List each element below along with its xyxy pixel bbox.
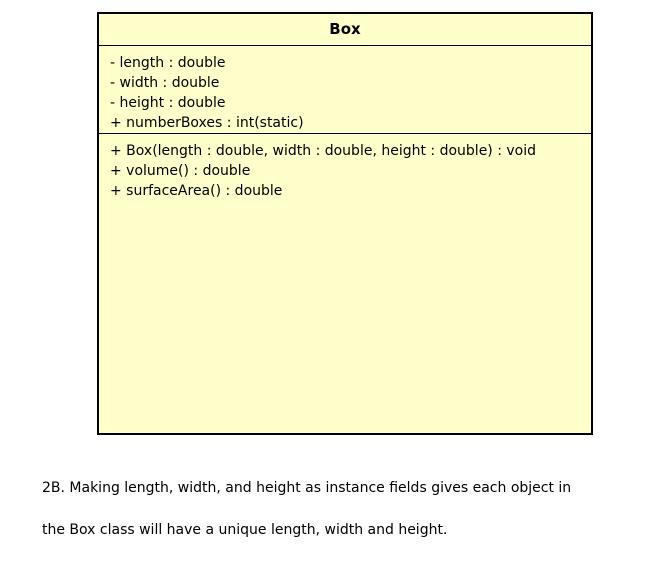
class-name: Box <box>99 14 591 46</box>
operation-volume: + volume() : double <box>110 163 251 179</box>
operation-constructor: + Box(length : double, width : double, h… <box>110 143 537 159</box>
attribute-width: - width : double <box>110 75 220 91</box>
caption-line-1: 2B. Making length, width, and height as … <box>42 480 572 496</box>
caption-text: 2B. Making length, width, and height as … <box>42 457 602 562</box>
caption-line-2: the Box class will have a unique length,… <box>42 522 448 538</box>
operations-compartment: + Box(length : double, width : double, h… <box>99 134 591 201</box>
attribute-height: - height : double <box>110 95 226 111</box>
operation-surface-area: + surfaceArea() : double <box>110 183 283 199</box>
uml-class-box[interactable]: Box - length : double - width : double -… <box>97 12 593 435</box>
attribute-length: - length : double <box>110 55 226 71</box>
attribute-number-boxes: + numberBoxes : int(static) <box>110 115 304 131</box>
attributes-compartment: - length : double - width : double - hei… <box>99 46 591 134</box>
